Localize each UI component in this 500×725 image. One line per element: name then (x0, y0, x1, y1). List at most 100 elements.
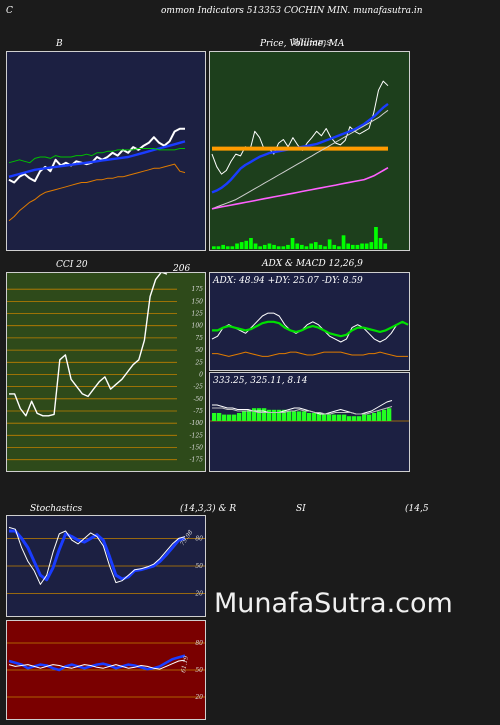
macd-histogram-bar (222, 414, 227, 421)
adx-chart (211, 312, 409, 357)
macd-histogram-bar (267, 409, 272, 421)
volume-bar (309, 243, 313, 249)
macd-histogram-bar (297, 411, 302, 421)
bollinger-series-2 (8, 148, 185, 164)
macd-histogram-bar (257, 408, 262, 421)
macd-histogram-bar (327, 414, 332, 421)
cci-tick-label: -100 (190, 420, 204, 427)
macd-histogram-bar (217, 413, 222, 421)
bollinger-title: B (56, 39, 63, 49)
volume-bar (225, 246, 230, 250)
macd-histogram-bar (292, 411, 297, 421)
adx-panel: ADX: 48.94 +DY: 25.07 -DY: 8.59 (209, 272, 410, 371)
cci-tick-label: -50 (193, 396, 203, 403)
cci-tick-label: -150 (190, 445, 204, 452)
stochastics-panel: 80 50 20 79.98 (6, 515, 206, 617)
rsi-tick-label: 20 (194, 694, 203, 701)
volume-bar (369, 242, 374, 249)
macd-chart (210, 400, 409, 422)
macd-histogram-bar (357, 416, 362, 421)
volume-bar (332, 244, 337, 249)
price-series-4 (211, 167, 389, 210)
watermark: MunafaSutra.com (214, 588, 453, 619)
page-title: ommon Indicators 513353 COCHIN MIN. muna… (161, 6, 423, 16)
cci-tick-label: 150 (192, 298, 204, 305)
macd-histogram-bar (367, 414, 372, 421)
price-title: Price, Volume, MA (260, 39, 345, 49)
stochastics-params: (14,3,3) & R (180, 504, 237, 514)
volume-bar (300, 244, 304, 249)
cci-tick-label: -125 (190, 432, 204, 439)
macd-histogram-bar (212, 413, 217, 421)
stochastics-k-line (9, 529, 186, 582)
macd-histogram-bar (332, 414, 337, 421)
macd-histogram-bar (252, 408, 257, 421)
cci-tick-label: -175 (190, 457, 204, 464)
corner-letter: C (6, 6, 13, 16)
volume-bar (235, 243, 239, 249)
cci-tick-label: 75 (195, 335, 203, 342)
macd-histogram-bar (347, 416, 352, 421)
volume-bar (350, 244, 355, 249)
volume-bar (341, 235, 346, 250)
volume-bar (262, 244, 267, 249)
volume-bar (253, 243, 258, 249)
macd-histogram-bar (372, 413, 377, 421)
rsi-title: SI (296, 504, 306, 514)
volume-bar (378, 238, 383, 249)
cci-last-value: 206 (173, 264, 191, 274)
macd-panel: 333.25, 325.11, 8.14 (209, 372, 410, 472)
volume-bar (281, 246, 286, 250)
cci-tick-label: 25 (194, 359, 203, 366)
rsi-chart: 80 50 20 61.19 (7, 640, 205, 701)
macd-histogram-bar (282, 409, 287, 421)
cci-tick-label: 175 (192, 286, 204, 293)
macd-histogram-bar (337, 414, 342, 421)
macd-histogram-bar (377, 411, 382, 421)
macd-histogram-bar (352, 416, 357, 421)
price-chart (211, 80, 389, 250)
macd-histogram-bar (227, 414, 232, 421)
macd-histogram-bar (237, 413, 242, 421)
volume-bar (313, 242, 318, 249)
rsi-tick-label: 50 (195, 667, 203, 674)
cci-tick-label: 100 (192, 323, 204, 330)
adx-series-0 (211, 312, 409, 343)
volume-bar (230, 246, 235, 250)
volume-bar (244, 240, 249, 250)
volume-bar (360, 243, 364, 249)
adx-series-1 (212, 320, 409, 338)
volume-bar (304, 246, 309, 250)
macd-histogram-bar (277, 409, 282, 421)
bollinger-series-0 (8, 127, 185, 184)
macd-histogram-bar (362, 414, 367, 421)
cci-tick-label: 125 (192, 311, 204, 318)
cci-panel: 175 150 125 100 75 50 25 0 -25 -50 -75 -100 -125 -150… (6, 272, 206, 472)
cci-chart: 175 150 125 100 75 50 25 0 -25 -50 -75 -100 -125 -150… (7, 273, 204, 464)
rsi-smooth-line (8, 654, 186, 672)
volume-bar (276, 246, 281, 250)
volume-bar (267, 243, 272, 249)
macd-histogram-bar (317, 413, 322, 421)
macd-histogram-bar (287, 411, 292, 421)
macd-histogram-bar (262, 408, 267, 421)
macd-histogram-bar (242, 411, 247, 421)
volume-bar (221, 244, 225, 249)
rsi-value-label: 61.19 (180, 655, 190, 673)
macd-histogram-bar (272, 409, 277, 421)
volume-bar (286, 244, 290, 249)
price-series-3 (211, 109, 389, 210)
volume-bar (355, 244, 360, 249)
rsi-params: (14,5 (405, 504, 429, 514)
volume-bar (323, 246, 327, 250)
stochastics-title: Stochastics (30, 504, 83, 514)
adx-title: ADX & MACD 12,26,9 (262, 259, 363, 269)
volume-bar (346, 243, 350, 249)
macd-histogram-bar (382, 409, 387, 421)
macd-histogram-bar (232, 414, 237, 421)
cci-tick-label: -25 (193, 384, 203, 391)
price-subtitle: Williams (292, 38, 332, 48)
volume-bar (249, 238, 253, 249)
macd-histogram-bar (312, 413, 317, 421)
adx-legend: ADX: 48.94 +DY: 25.07 -DY: 8.59 (213, 276, 363, 286)
